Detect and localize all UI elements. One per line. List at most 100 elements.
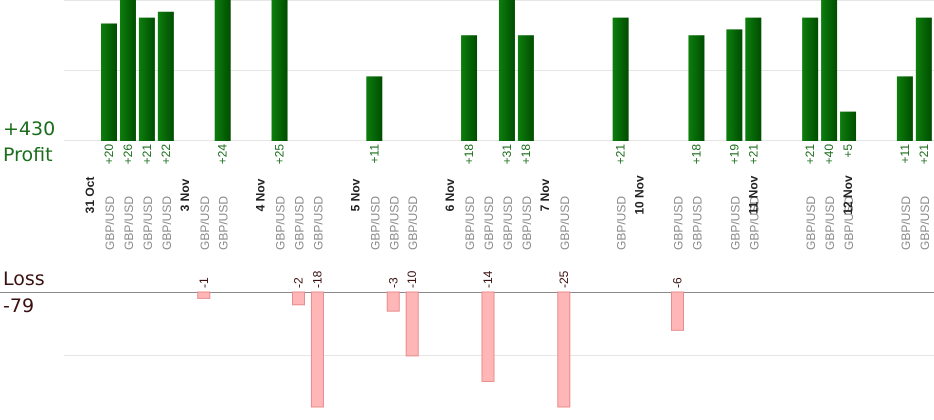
profit-value-label: +25	[273, 144, 287, 165]
pair-label: GBP/USD	[368, 196, 382, 250]
pair-label: GBP/USD	[672, 196, 686, 250]
pair-labels: GBP/USD GBP/USD GBP/USD GBP/USD GBP/USD GBP/U…	[103, 196, 932, 250]
profit-bar	[612, 17, 629, 141]
loss-label: Loss	[3, 268, 45, 290]
loss-bar	[481, 291, 495, 382]
profit-bar	[802, 17, 819, 141]
date-label: 12 Nov	[841, 175, 855, 215]
loss-bars	[197, 291, 684, 408]
profit-bars	[101, 0, 932, 141]
profit-value-label: +21	[917, 144, 931, 165]
pair-label: GBP/USD	[103, 196, 117, 250]
loss-value-label: -2	[292, 277, 306, 288]
profit-bar	[366, 76, 383, 141]
profit-value-label: +22	[159, 144, 173, 165]
pair-label: GBP/USD	[387, 196, 401, 250]
profit-bar	[821, 0, 838, 141]
pair-label: GBP/USD	[918, 196, 932, 250]
pair-label: GBP/USD	[842, 196, 856, 250]
profit-value-label: +21	[614, 144, 628, 165]
profit-value-label: +24	[216, 144, 230, 165]
pair-label: GBP/USD	[141, 196, 155, 250]
loss-bar	[310, 291, 324, 408]
date-label: 4 Nov	[254, 178, 268, 211]
profit-bar	[214, 0, 231, 141]
profit-bar	[745, 17, 762, 141]
loss-value-label: -10	[405, 270, 419, 288]
profit-bar	[157, 11, 174, 141]
date-label: 6 Nov	[443, 178, 457, 211]
pair-label: GBP/USD	[311, 196, 325, 250]
profit-bar	[688, 35, 705, 141]
loss-value-label: -3	[386, 277, 400, 288]
profit-value-label: +18	[519, 144, 533, 165]
pair-label: GBP/USD	[520, 196, 534, 250]
profit-value-label: +21	[140, 144, 154, 165]
loss-bar	[557, 291, 571, 408]
profit-value-label: +18	[689, 144, 703, 165]
profit-bar	[119, 0, 136, 141]
profit-bar	[517, 35, 534, 141]
loss-value-label: -14	[481, 270, 495, 288]
pair-label: GBP/USD	[615, 196, 629, 250]
loss-value-label: -25	[557, 270, 571, 288]
pair-label: GBP/USD	[823, 196, 837, 250]
pair-label: GBP/USD	[293, 196, 307, 250]
profit-bar	[915, 17, 932, 141]
pair-label: GBP/USD	[463, 196, 477, 250]
profit-value-label: +20	[102, 144, 116, 165]
loss-value-label: -18	[310, 270, 324, 288]
date-label: 11 Nov	[746, 175, 760, 214]
pair-label: GBP/USD	[899, 196, 913, 250]
loss-bar	[405, 291, 419, 357]
profit-value-label: +18	[462, 144, 476, 165]
pair-label: GBP/USD	[274, 196, 288, 250]
pair-label: GBP/USD	[501, 196, 515, 250]
date-label: 3 Nov	[178, 178, 192, 211]
profit-bar	[726, 29, 743, 141]
profit-value-label: +31	[500, 144, 514, 165]
loss-total: -79	[3, 295, 35, 317]
date-label: 10 Nov	[633, 175, 647, 215]
date-label: 31 Oct	[83, 177, 97, 214]
pair-label: GBP/USD	[482, 196, 496, 250]
profit-value-label: +11	[367, 144, 381, 164]
loss-bar	[386, 291, 400, 312]
profit-label: Profit	[3, 144, 53, 166]
profit-value-label: +21	[746, 144, 760, 165]
profit-value-label: +11	[898, 144, 912, 164]
loss-bar	[197, 291, 211, 299]
profit-bar	[101, 23, 117, 141]
profit-bar	[461, 35, 478, 141]
pair-label: GBP/USD	[160, 196, 174, 250]
loss-bar	[671, 291, 684, 331]
profit-total: +430	[3, 118, 56, 140]
pair-label: GBP/USD	[690, 196, 704, 250]
profit-value-label: +40	[822, 144, 836, 165]
pair-label: GBP/USD	[558, 196, 572, 250]
loss-value-label: -6	[671, 277, 685, 288]
date-label: 7 Nov	[538, 178, 552, 211]
profit-value-label: +5	[841, 144, 855, 158]
pair-label: GBP/USD	[747, 196, 761, 250]
profit-value-label: +19	[727, 144, 741, 165]
pair-label: GBP/USD	[198, 196, 212, 250]
loss-value-label: -1	[197, 277, 211, 288]
pair-label: GBP/USD	[804, 196, 818, 250]
pair-label: GBP/USD	[728, 196, 742, 250]
pair-label: GBP/USD	[217, 196, 231, 250]
profit-value-label: +21	[803, 144, 817, 165]
pair-label: GBP/USD	[122, 196, 136, 250]
profit-bar	[498, 0, 515, 141]
profit-bar	[271, 0, 288, 141]
value-labels: +20 +26 +21 +22 -1 +24 +25 -2 -18 +11 -3 -10 +18 -14 +…	[102, 144, 931, 288]
profit-bar	[896, 76, 913, 141]
profit-bar	[840, 111, 857, 141]
date-labels: 31 Oct 3 Nov 4 Nov 5 Nov 6 Nov 7 Nov 10 Nov 11 …	[83, 175, 855, 215]
loss-bar	[292, 291, 305, 306]
date-label: 5 Nov	[348, 178, 362, 211]
profit-value-label: +26	[121, 144, 135, 165]
pair-label: GBP/USD	[406, 196, 420, 250]
profit-bar	[138, 17, 155, 141]
